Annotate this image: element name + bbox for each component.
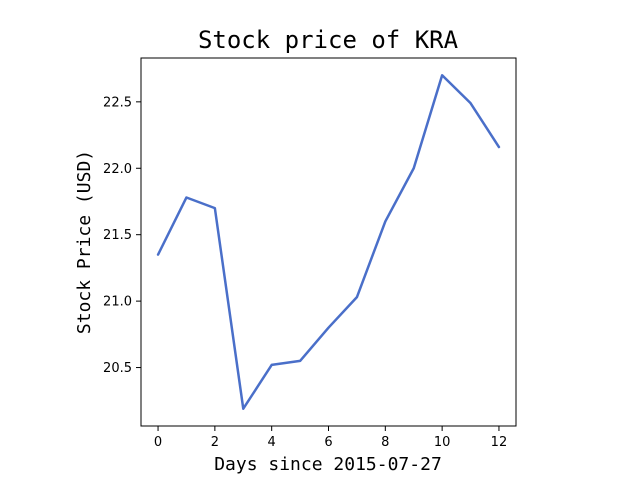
chart-title: Stock price of KRA xyxy=(198,26,459,54)
plot-frame xyxy=(140,57,517,427)
y-axis: 20.5 21.0 21.5 22.0 22.5 xyxy=(103,95,141,376)
price-line xyxy=(156,74,501,410)
x-axis: 0 2 4 6 8 10 12 xyxy=(154,426,507,450)
x-axis-label: Days since 2015-07-27 xyxy=(214,454,442,475)
x-tick-label: 2 xyxy=(211,435,219,450)
x-tick-label: 8 xyxy=(381,435,389,450)
series-group xyxy=(156,74,501,410)
y-tick-label: 22.5 xyxy=(103,95,132,110)
y-tick-label: 21.0 xyxy=(103,295,132,310)
y-tick-label: 21.5 xyxy=(103,228,132,243)
x-tick-label: 4 xyxy=(268,435,276,450)
x-tick-label: 12 xyxy=(491,435,508,450)
y-tick-label: 22.0 xyxy=(103,162,132,177)
x-tick-label: 0 xyxy=(154,435,162,450)
x-tick-label: 10 xyxy=(434,435,451,450)
y-tick-label: 20.5 xyxy=(103,361,132,376)
x-tick-label: 6 xyxy=(324,435,332,450)
y-axis-label: Stock Price (USD) xyxy=(74,150,95,334)
